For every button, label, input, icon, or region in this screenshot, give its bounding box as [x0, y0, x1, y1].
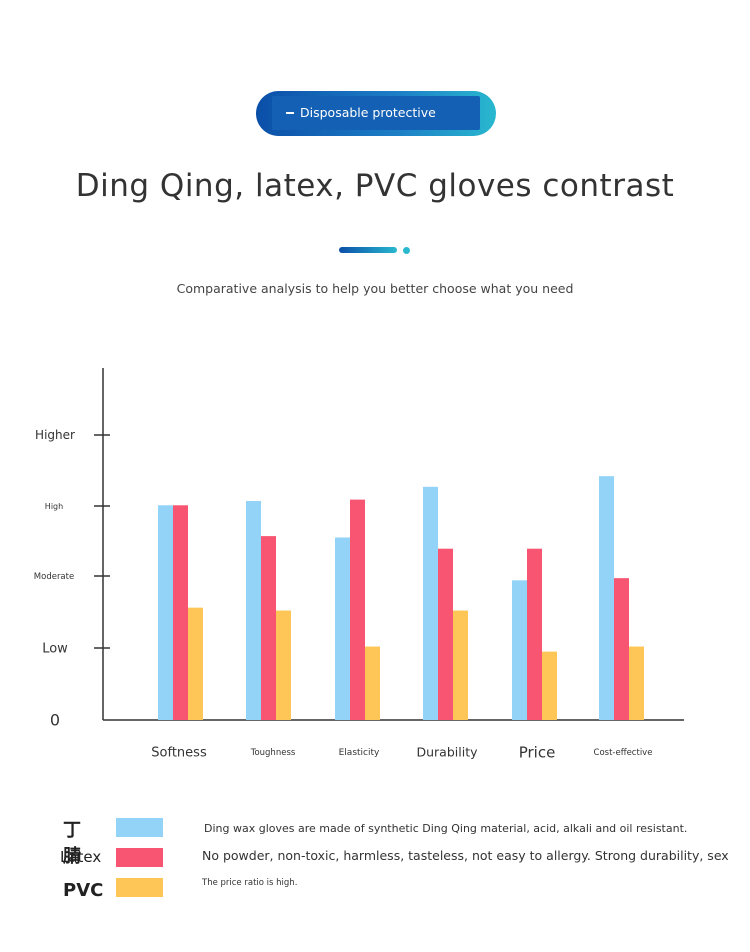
- y-tick-label-2: Moderate: [34, 572, 74, 582]
- bar-4-2: [542, 651, 557, 720]
- bar-4-1: [527, 548, 542, 720]
- legend-label-latex: Latex: [60, 848, 102, 866]
- x-tick-label-0: Softness: [151, 746, 207, 761]
- bar-5-1: [614, 578, 629, 720]
- bar-0-1: [173, 505, 188, 720]
- bar-4-0: [512, 580, 527, 720]
- bar-1-0: [246, 501, 261, 720]
- legend-desc-nitrile: Ding wax gloves are made of synthetic Di…: [204, 822, 688, 835]
- y-tick-label-1: Low: [42, 642, 68, 657]
- bar-3-2: [453, 610, 468, 720]
- bar-3-1: [438, 548, 453, 720]
- badge: Disposable protective gloves: [272, 96, 480, 154]
- badge-label: Disposable protective gloves: [286, 105, 436, 154]
- bar-0-2: [188, 607, 203, 720]
- bar-3-0: [423, 486, 438, 720]
- legend-label-pvc: PVC: [63, 880, 104, 901]
- y-tick-label-4: Higher: [35, 428, 75, 442]
- bar-5-0: [599, 476, 614, 720]
- bar-1-2: [276, 610, 291, 720]
- chart-bars: [158, 476, 644, 720]
- x-tick-label-5: Cost-effective: [594, 748, 653, 758]
- y-tick-label-0: 0: [50, 711, 60, 730]
- bar-5-2: [629, 646, 644, 720]
- legend-desc-pvc: The price ratio is high.: [202, 878, 298, 888]
- legend-label-nitrile: 丁腈: [63, 820, 81, 867]
- x-tick-label-4: Price: [519, 743, 556, 761]
- bar-1-1: [261, 536, 276, 720]
- legend-swatch-pvc: [116, 878, 163, 897]
- bar-2-0: [335, 537, 350, 720]
- x-tick-label-2: Elasticity: [339, 748, 380, 758]
- bar-2-2: [365, 646, 380, 720]
- dash-icon: [286, 111, 294, 114]
- x-tick-label-3: Durability: [417, 744, 479, 759]
- bar-2-1: [350, 499, 365, 720]
- x-tick-label-1: Toughness: [250, 748, 296, 758]
- chart-labels: 0 Low Moderate High Higher Softness Toughness E…: [34, 428, 653, 761]
- legend-swatch-nitrile: [116, 818, 163, 837]
- divider-dot: [403, 247, 410, 254]
- bar-0-0: [158, 505, 173, 720]
- page-subtitle: Comparative analysis to help you better …: [176, 281, 574, 296]
- y-tick-label-3: High: [45, 502, 63, 511]
- title-divider: [339, 247, 397, 253]
- legend-swatch-latex: [116, 848, 163, 867]
- page-title: Ding Qing, latex, PVC gloves contrast: [75, 168, 675, 204]
- legend-desc-latex: No powder, non-toxic, harmless, tasteles…: [202, 848, 729, 863]
